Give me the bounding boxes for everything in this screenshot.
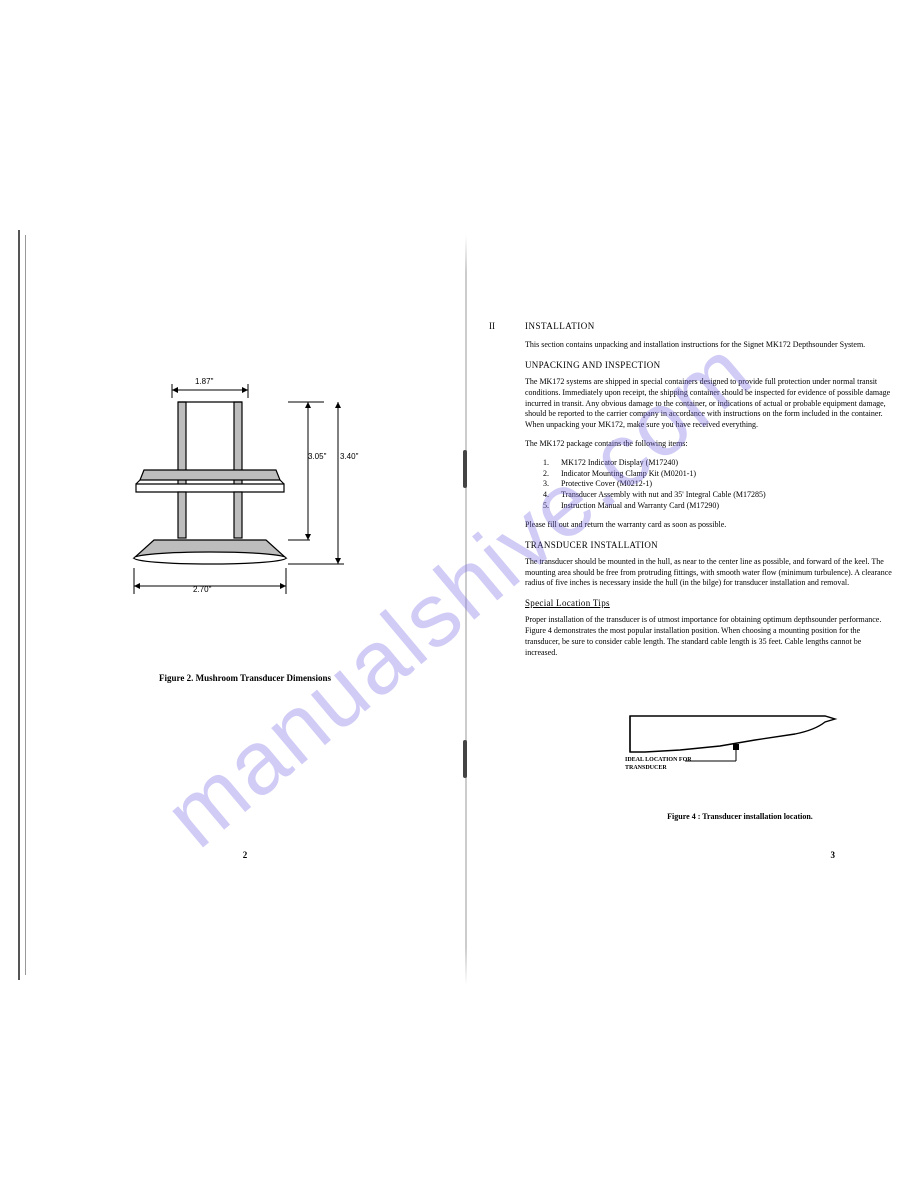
book-edge-line-inner: [25, 235, 26, 975]
item-4: Transducer Assembly with nut and 35' Int…: [561, 490, 766, 499]
item-5: Instruction Manual and Warranty Card (M1…: [561, 501, 719, 510]
unpacking-para1: The MK172 systems are shipped in special…: [525, 377, 895, 431]
section-number: II: [489, 320, 495, 332]
transducer-para1: The transducer should be mounted in the …: [525, 557, 895, 589]
right-content: II INSTALLATION This section contains un…: [525, 320, 895, 667]
hull-label-line1: IDEAL LOCATION FOR: [625, 756, 692, 764]
intro-paragraph: This section contains unpacking and inst…: [525, 340, 895, 351]
figure-2-caption: Figure 2. Mushroom Transducer Dimensions: [30, 673, 460, 683]
warranty-note: Please fill out and return the warranty …: [525, 520, 895, 531]
dim-height-tall: 3.40": [340, 452, 358, 461]
right-page: II INSTALLATION This section contains un…: [475, 235, 905, 980]
right-page-number: 3: [831, 850, 836, 860]
staple-bottom: [463, 740, 467, 778]
book-spine: [465, 235, 467, 985]
book-edge-line: [18, 230, 20, 980]
hull-label-line2: TRANSDUCER: [625, 764, 692, 772]
location-tips-title: Special Location Tips: [525, 597, 895, 609]
transducer-svg: [130, 380, 370, 620]
list-item: 5.Instruction Manual and Warranty Card (…: [543, 501, 895, 512]
figure-4-caption: Figure 4 : Transducer installation locat…: [625, 812, 855, 823]
list-item: 4.Transducer Assembly with nut and 35' I…: [543, 490, 895, 501]
dim-top-width: 1.87": [195, 377, 213, 386]
dim-bottom-width: 2.70": [193, 585, 211, 594]
list-item: 1.MK172 Indicator Display (M17240): [543, 458, 895, 469]
item-3: Protective Cover (M0212-1): [561, 479, 652, 488]
figure-2-diagram: 1.87" 2.70" 3.05" 3.40": [130, 380, 370, 640]
left-page-number: 2: [243, 850, 248, 860]
item-2: Indicator Mounting Clamp Kit (M0201-1): [561, 469, 696, 478]
unpacking-title: UNPACKING AND INSPECTION: [525, 359, 895, 371]
package-list-intro: The MK172 package contains the following…: [525, 439, 895, 450]
hull-label: IDEAL LOCATION FOR TRANSDUCER: [625, 756, 692, 772]
location-tips-para: Proper installation of the transducer is…: [525, 615, 895, 658]
dim-height-short: 3.05": [308, 452, 326, 461]
left-page: 1.87" 2.70" 3.05" 3.40" Figure 2. Mushro…: [30, 235, 460, 980]
figure-4-diagram: IDEAL LOCATION FOR TRANSDUCER Figure 4 :…: [625, 706, 855, 823]
package-items-list: 1.MK172 Indicator Display (M17240) 2.Ind…: [543, 458, 895, 512]
staple-top: [463, 450, 467, 488]
list-item: 3.Protective Cover (M0212-1): [543, 479, 895, 490]
item-1: MK172 Indicator Display (M17240): [561, 458, 678, 467]
list-item: 2.Indicator Mounting Clamp Kit (M0201-1): [543, 469, 895, 480]
section-title: INSTALLATION: [525, 320, 895, 332]
transducer-title: TRANSDUCER INSTALLATION: [525, 539, 895, 551]
